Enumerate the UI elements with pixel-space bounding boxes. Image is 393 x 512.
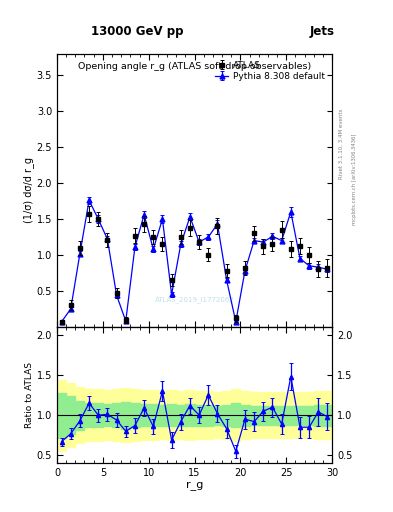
Text: Opening angle r_g (ATLAS soft-drop observables): Opening angle r_g (ATLAS soft-drop obser…: [78, 62, 311, 71]
Text: 13000 GeV pp: 13000 GeV pp: [91, 26, 184, 38]
X-axis label: r_g: r_g: [186, 481, 203, 491]
Text: Jets: Jets: [310, 26, 335, 38]
Text: Rivet 3.1.10, 3.4M events: Rivet 3.1.10, 3.4M events: [339, 108, 344, 179]
Y-axis label: Ratio to ATLAS: Ratio to ATLAS: [25, 362, 34, 428]
Text: mcplots.cern.ch [arXiv:1306.3436]: mcplots.cern.ch [arXiv:1306.3436]: [352, 134, 357, 225]
Y-axis label: (1/σ) dσ/d r_g: (1/σ) dσ/d r_g: [23, 157, 34, 223]
Legend: ATLAS, Pythia 8.308 default: ATLAS, Pythia 8.308 default: [212, 58, 328, 83]
Text: ATLAS_2019_I1772062: ATLAS_2019_I1772062: [155, 296, 234, 303]
